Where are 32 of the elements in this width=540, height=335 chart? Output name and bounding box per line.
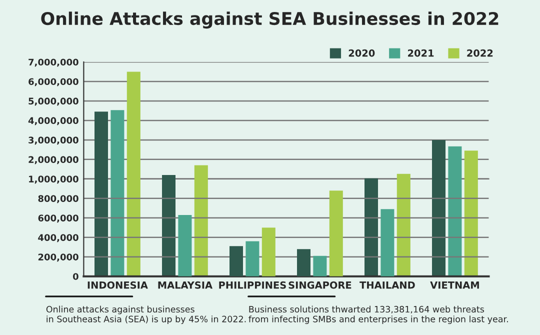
y-tick-label: 600,000 [38, 214, 78, 223]
legend-label: 2020 [348, 49, 375, 57]
y-tick-label: 4,000,000 [28, 117, 78, 126]
bar [313, 256, 327, 276]
y-tick-label: 0 [72, 273, 78, 280]
x-tick-label: THAILAND [360, 282, 415, 289]
text: Business solutions thwarted 133,381,164 web threats from infecting SMBs and enterprises in the region last year. [248, 306, 508, 324]
y-tick-label: 5,000,000 [28, 98, 78, 106]
y-tick-label: 1,000,000 [29, 176, 78, 184]
y-tick-label: 2,000,000 [28, 156, 78, 164]
bar [329, 190, 343, 276]
x-tick-label: VIETNAM [430, 282, 479, 289]
x-tick-label: MALAYSIA [158, 281, 212, 289]
chart-title: Online Attacks against SEA Businesses in 2022 [41, 12, 498, 29]
bar [297, 249, 310, 276]
y-tick-label: 400,000 [38, 234, 78, 242]
bar [262, 228, 276, 276]
x-tick-label: INDONESIA [88, 281, 148, 289]
text: Online attacks against businesses in Southeast Asia (SEA) is up by 45% in 2022. [46, 306, 246, 324]
bar [178, 214, 192, 276]
bar [380, 209, 394, 276]
y-tick-label: 7,000,000 [28, 58, 78, 67]
legend-label: 2022 [467, 49, 493, 57]
bar [230, 246, 243, 276]
y-tick-label: 800,000 [38, 195, 78, 204]
x-tick-label: SINGAPORE [288, 281, 352, 289]
x-tick-label: PHILIPPINES [219, 281, 286, 289]
y-tick-label: 3,000,000 [28, 136, 78, 145]
legend-label: 2021 [408, 49, 434, 57]
bar [246, 241, 260, 276]
y-tick-label: 200,000 [38, 254, 78, 262]
y-tick-label: 6,000,000 [28, 78, 78, 86]
